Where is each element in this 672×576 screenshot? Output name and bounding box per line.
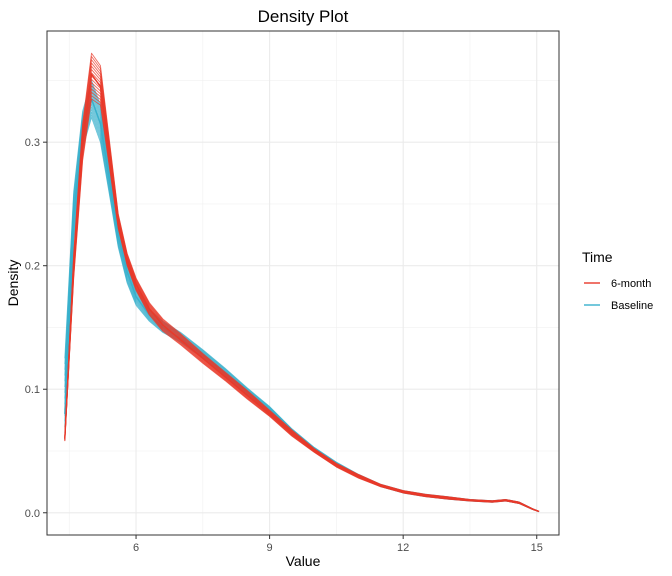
x-tick-label: 6 [133,542,139,554]
y-axis-ticks: 0.0 0.1 0.2 0.3 [25,137,47,520]
x-tick-label: 15 [531,542,543,554]
legend: Time 6-month Baseline [582,249,653,312]
legend-label: Baseline [611,300,653,312]
series-sample-curve [64,52,540,512]
grid-major [47,31,559,535]
legend-label: 6-month [611,278,651,290]
legend-item: 6-month [584,278,651,290]
y-axis-title: Density [5,260,21,307]
chart-title: Density Plot [258,7,349,26]
x-axis-title: Value [286,553,321,569]
y-tick-label: 0.1 [25,384,40,396]
y-tick-label: 0.3 [25,137,40,149]
legend-item: Baseline [584,300,653,312]
series-6-month [64,52,540,513]
legend-items: 6-month Baseline [584,278,653,312]
x-tick-label: 9 [267,542,273,554]
grid-minor [47,31,559,535]
panel-border [46,30,560,536]
y-tick-label: 0.0 [25,508,40,520]
series-line [64,73,540,513]
x-tick-label: 12 [397,542,409,554]
series-layer [64,52,540,513]
y-tick-label: 0.2 [25,261,40,273]
x-axis-ticks: 6 9 12 15 [133,535,543,554]
legend-title: Time [582,249,613,265]
